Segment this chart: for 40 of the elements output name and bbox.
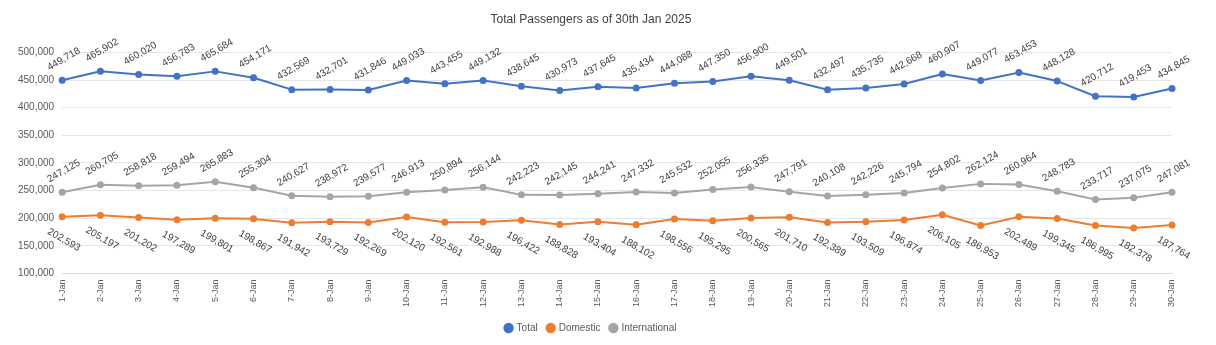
x-tick-label: 19-Jan bbox=[745, 279, 756, 308]
x-tick-label: 9-Jan bbox=[362, 279, 373, 302]
y-tick-label: 100,000 bbox=[17, 267, 55, 279]
x-tick-label: 11-Jan bbox=[439, 279, 450, 307]
x-tick-label: 21-Jan bbox=[822, 279, 833, 308]
legend-label: International bbox=[621, 321, 677, 333]
legend-label: Total bbox=[516, 321, 538, 333]
x-tick-label: 2-Jan bbox=[94, 279, 105, 302]
x-tick-label: 17-Jan bbox=[668, 279, 679, 308]
x-tick-label: 26-Jan bbox=[1013, 279, 1024, 308]
x-tick-label: 24-Jan bbox=[936, 279, 947, 308]
y-tick-label: 450,000 bbox=[17, 73, 55, 85]
x-tick-label: 29-Jan bbox=[1128, 279, 1139, 308]
x-tick-label: 30-Jan bbox=[1166, 279, 1177, 308]
x-tick-label: 13-Jan bbox=[515, 279, 526, 308]
x-tick-label: 6-Jan bbox=[247, 279, 258, 302]
x-tick-label: 25-Jan bbox=[975, 279, 986, 308]
chart-title: Total Passengers as of 30th Jan 2025 bbox=[490, 11, 692, 26]
x-tick-label: 28-Jan bbox=[1089, 279, 1100, 308]
y-tick-label: 350,000 bbox=[17, 129, 55, 141]
legend-label: Domestic bbox=[558, 321, 601, 333]
x-tick-label: 23-Jan bbox=[898, 279, 909, 308]
x-tick-label: 20-Jan bbox=[783, 279, 794, 308]
x-tick-label: 15-Jan bbox=[592, 279, 603, 308]
x-tick-label: 27-Jan bbox=[1051, 279, 1062, 308]
x-tick-label: 14-Jan bbox=[554, 279, 565, 308]
x-tick-label: 3-Jan bbox=[133, 279, 144, 302]
y-tick-label: 250,000 bbox=[17, 184, 55, 196]
x-tick-label: 8-Jan bbox=[324, 279, 335, 302]
y-tick-label: 400,000 bbox=[17, 101, 55, 113]
x-tick-label: 4-Jan bbox=[171, 279, 182, 302]
x-tick-label: 10-Jan bbox=[401, 279, 412, 308]
x-tick-label: 22-Jan bbox=[860, 279, 871, 308]
x-tick-label: 1-Jan bbox=[56, 279, 67, 302]
x-tick-label: 18-Jan bbox=[707, 279, 718, 308]
x-tick-label: 5-Jan bbox=[209, 279, 220, 302]
x-tick-label: 12-Jan bbox=[477, 279, 488, 308]
y-tick-label: 200,000 bbox=[17, 211, 55, 223]
x-tick-label: 16-Jan bbox=[630, 279, 641, 308]
x-tick-label: 7-Jan bbox=[286, 279, 297, 302]
